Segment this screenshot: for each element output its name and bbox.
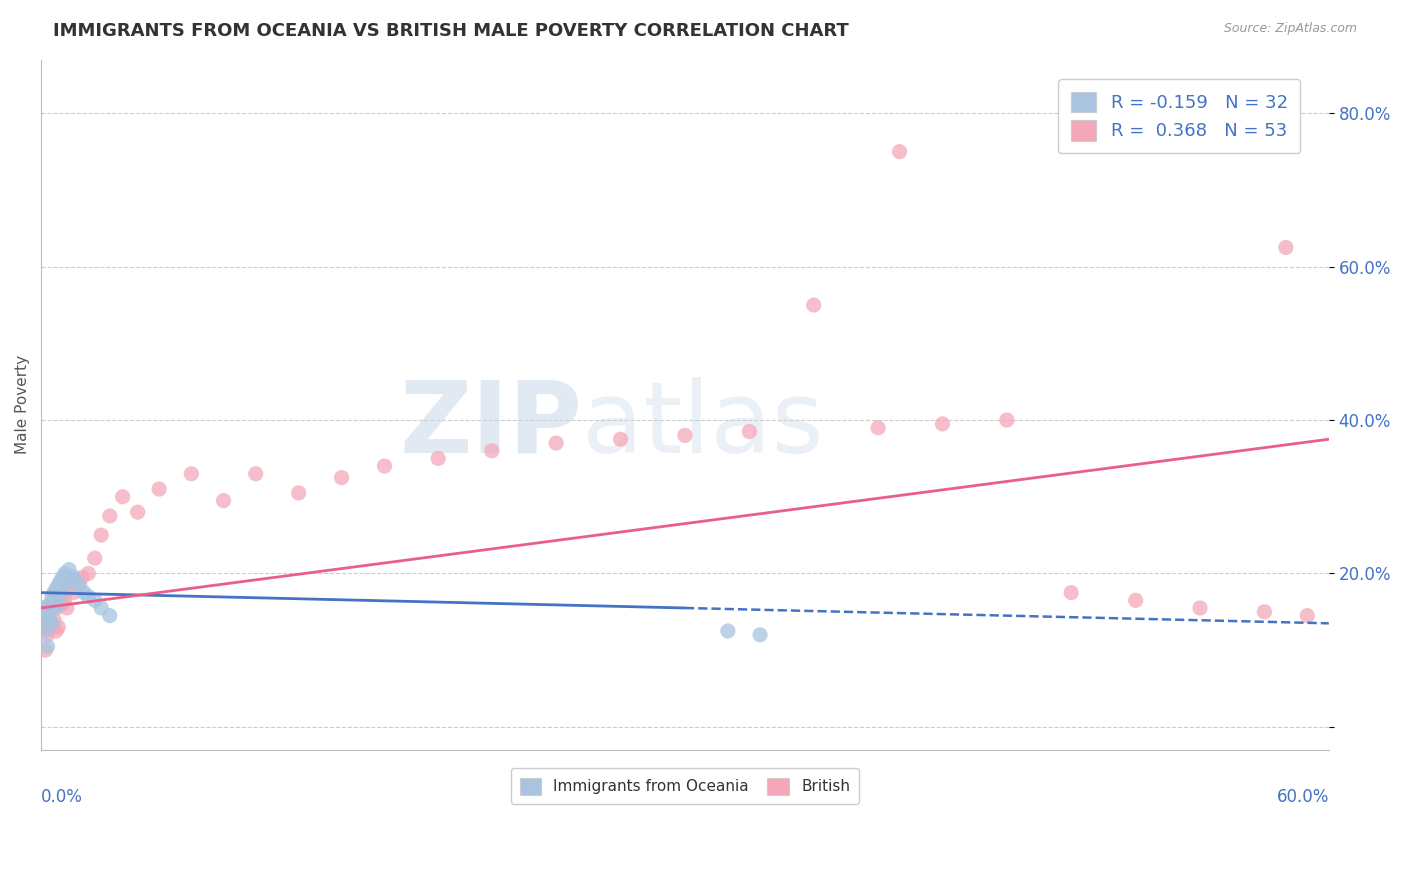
- Point: [41, 616, 63, 631]
- Point: [373, 459, 395, 474]
- Text: ZIP: ZIP: [399, 377, 582, 474]
- Point: [52, 597, 75, 611]
- Point: [52, 582, 75, 596]
- Point: [46, 597, 69, 611]
- Legend: Immigrants from Oceania, British: Immigrants from Oceania, British: [510, 768, 859, 805]
- Point: [1060, 585, 1083, 599]
- Y-axis label: Male Poverty: Male Poverty: [15, 355, 30, 454]
- Point: [37, 608, 59, 623]
- Point: [73, 585, 96, 599]
- Point: [37, 628, 59, 642]
- Point: [38, 601, 60, 615]
- Point: [42, 601, 65, 615]
- Point: [34, 643, 56, 657]
- Point: [46, 578, 69, 592]
- Point: [34, 624, 56, 638]
- Point: [46, 597, 69, 611]
- Point: [77, 590, 100, 604]
- Point: [98, 608, 121, 623]
- Point: [58, 582, 80, 596]
- Point: [330, 470, 353, 484]
- Point: [70, 570, 93, 584]
- Point: [38, 612, 60, 626]
- Point: [45, 582, 67, 596]
- Point: [32, 601, 55, 615]
- Point: [49, 574, 72, 588]
- Point: [66, 578, 89, 592]
- Point: [38, 620, 60, 634]
- Point: [111, 490, 134, 504]
- Point: [56, 601, 79, 615]
- Point: [868, 421, 890, 435]
- Point: [83, 593, 105, 607]
- Point: [609, 432, 631, 446]
- Text: 0.0%: 0.0%: [41, 788, 83, 805]
- Point: [37, 640, 59, 654]
- Point: [53, 593, 76, 607]
- Point: [717, 624, 740, 638]
- Point: [995, 413, 1018, 427]
- Point: [77, 566, 100, 581]
- Point: [1275, 240, 1298, 254]
- Point: [127, 505, 149, 519]
- Point: [90, 601, 112, 615]
- Point: [749, 628, 772, 642]
- Point: [98, 508, 121, 523]
- Point: [69, 578, 91, 592]
- Point: [62, 585, 84, 599]
- Point: [287, 486, 309, 500]
- Point: [481, 443, 503, 458]
- Point: [1253, 605, 1275, 619]
- Point: [42, 585, 65, 599]
- Point: [49, 590, 72, 604]
- Point: [49, 585, 72, 599]
- Point: [427, 451, 450, 466]
- Point: [46, 620, 69, 634]
- Point: [931, 417, 953, 431]
- Point: [212, 493, 235, 508]
- Text: Source: ZipAtlas.com: Source: ZipAtlas.com: [1223, 22, 1357, 36]
- Point: [738, 425, 761, 439]
- Point: [245, 467, 267, 481]
- Point: [41, 590, 63, 604]
- Point: [673, 428, 696, 442]
- Point: [546, 436, 568, 450]
- Point: [56, 570, 79, 584]
- Text: IMMIGRANTS FROM OCEANIA VS BRITISH MALE POVERTY CORRELATION CHART: IMMIGRANTS FROM OCEANIA VS BRITISH MALE …: [53, 22, 849, 40]
- Point: [83, 551, 105, 566]
- Point: [180, 467, 202, 481]
- Point: [889, 145, 911, 159]
- Point: [32, 601, 55, 615]
- Point: [62, 570, 84, 584]
- Point: [45, 624, 67, 638]
- Text: 60.0%: 60.0%: [1277, 788, 1329, 805]
- Point: [58, 563, 80, 577]
- Point: [60, 574, 83, 588]
- Point: [38, 597, 60, 611]
- Point: [37, 612, 59, 626]
- Point: [148, 482, 170, 496]
- Point: [41, 616, 63, 631]
- Point: [45, 593, 67, 607]
- Point: [45, 601, 67, 615]
- Point: [41, 597, 63, 611]
- Point: [90, 528, 112, 542]
- Point: [42, 593, 65, 607]
- Point: [803, 298, 825, 312]
- Point: [42, 612, 65, 626]
- Point: [53, 566, 76, 581]
- Point: [52, 570, 75, 584]
- Point: [34, 620, 56, 634]
- Point: [1296, 608, 1319, 623]
- Point: [1188, 601, 1211, 615]
- Text: atlas: atlas: [582, 377, 824, 474]
- Point: [65, 574, 87, 588]
- Point: [1125, 593, 1147, 607]
